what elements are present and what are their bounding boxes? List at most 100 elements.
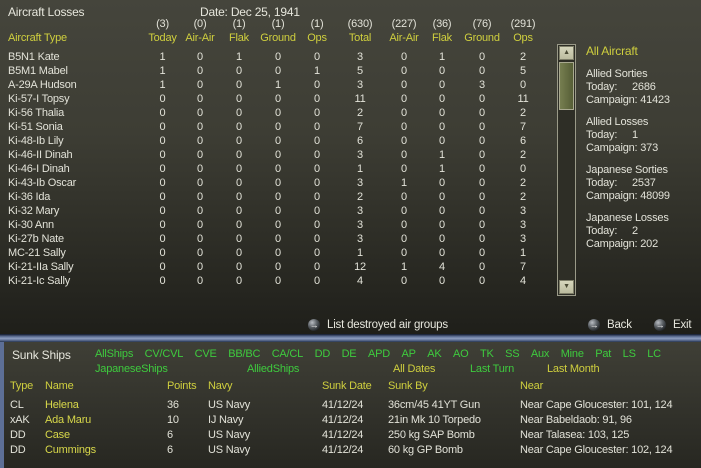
- aircraft-name: Ki-43-Ib Oscar: [8, 177, 77, 189]
- aircraft-name: Ki-56 Thalia: [8, 107, 65, 119]
- val-ground-campaign: 0: [479, 275, 485, 287]
- aircraft-row: Ki-51 Sonia 0 0 0 0 0 7 0 0 0 7: [0, 120, 545, 134]
- val-ops: 0: [314, 233, 320, 245]
- ship-name[interactable]: Case: [45, 429, 70, 441]
- ship-class-filter[interactable]: BB/BC: [228, 348, 261, 360]
- ship-sunk-date: 41/12/24: [322, 399, 364, 411]
- ship-class-filter[interactable]: CV/CVL: [144, 348, 184, 360]
- val-air-air: 0: [197, 107, 203, 119]
- aircraft-row: Ki-30 Ann 0 0 0 0 0 3 0 0 0 3: [0, 218, 545, 232]
- val-air-air-campaign: 0: [401, 219, 407, 231]
- ship-class-filter[interactable]: AP: [401, 348, 416, 360]
- ship-name[interactable]: Helena: [45, 399, 79, 411]
- filter-last-turn[interactable]: Last Turn: [470, 363, 515, 375]
- val-today: 0: [159, 275, 166, 287]
- scroll-down-icon[interactable]: ▼: [559, 280, 574, 294]
- scroll-up-icon[interactable]: ▲: [559, 46, 574, 60]
- stats-group: Japanese Sorties Today: 2537 Campaign: 48…: [586, 164, 698, 203]
- ship-class-filter[interactable]: AllShips: [95, 348, 134, 360]
- ship-row: CL Helena 36 US Navy 41/12/24 36cm/45 41…: [4, 398, 701, 413]
- filter-last-month[interactable]: Last Month: [547, 363, 600, 375]
- ship-type: DD: [10, 429, 26, 441]
- ship-class-filter[interactable]: Pat: [595, 348, 612, 360]
- val-total: 1: [357, 163, 363, 175]
- exit-button[interactable]: Exit: [654, 318, 692, 332]
- val-today: 0: [159, 107, 166, 119]
- aircraft-list-scrollbar[interactable]: ▲ ▼: [557, 44, 576, 296]
- ship-class-filter[interactable]: LC: [647, 348, 661, 360]
- aircraft-row: Ki-43-Ib Oscar 0 0 0 0 0 3 1 0 0 2: [0, 176, 545, 190]
- val-air-air: 0: [197, 191, 203, 203]
- count-today: (3): [156, 18, 169, 30]
- val-today: 0: [159, 93, 166, 105]
- ship-class-filter[interactable]: AO: [452, 348, 469, 360]
- val-ops: 0: [314, 121, 320, 133]
- val-flak-campaign: 0: [439, 135, 445, 147]
- val-total: 2: [357, 191, 363, 203]
- aircraft-name: Ki-46-I Dinah: [8, 163, 70, 175]
- ship-class-filter[interactable]: TK: [479, 348, 494, 360]
- aircraft-row: Ki-57-I Topsy 0 0 0 0 0 11 0 0 0 11: [0, 92, 545, 106]
- filter-allied-ships[interactable]: AlliedShips: [247, 363, 300, 375]
- aircraft-row: B5M1 Mabel 1 0 0 0 1 5 0 0 0 5: [0, 64, 545, 78]
- ship-points: 6: [167, 429, 173, 441]
- col-name: Name: [45, 380, 74, 392]
- count-flak-campaign: (36): [432, 18, 452, 30]
- val-ground: 0: [275, 275, 281, 287]
- val-flak: 0: [236, 79, 242, 91]
- ship-class-filter[interactable]: DE: [341, 348, 357, 360]
- val-air-air-campaign: 0: [401, 65, 407, 77]
- val-flak: 0: [236, 233, 242, 245]
- val-ops-campaign: 5: [520, 65, 526, 77]
- date-label: Date: Dec 25, 1941: [200, 5, 300, 19]
- ship-points: 6: [167, 444, 173, 456]
- val-total: 3: [357, 51, 363, 63]
- stats-group: Allied Sorties Today: 2686 Campaign: 4142…: [586, 68, 698, 107]
- ship-class-filter[interactable]: APD: [367, 348, 390, 360]
- col-type: Type: [10, 380, 34, 392]
- val-ground-campaign: 0: [479, 121, 485, 133]
- aircraft-row: Ki-46-II Dinah 0 0 0 0 0 3 0 1 0 2: [0, 148, 545, 162]
- today-value: 2537: [632, 177, 656, 189]
- arrow-icon: [654, 319, 666, 331]
- ship-row: DD Case 6 US Navy 41/12/24 250 kg SAP Bo…: [4, 428, 701, 443]
- list-destroyed-air-groups-button[interactable]: List destroyed air groups: [308, 318, 448, 332]
- ship-class-filter[interactable]: Mine: [560, 348, 584, 360]
- ship-class-filter[interactable]: LS: [622, 348, 636, 360]
- today-value: 2: [632, 225, 638, 237]
- campaign-label: Campaign:: [586, 190, 638, 202]
- stats-group-label: Allied Losses: [586, 116, 649, 128]
- scrollbar-thumb[interactable]: [559, 62, 574, 110]
- val-ground-campaign: 0: [479, 191, 485, 203]
- back-button[interactable]: Back: [588, 318, 632, 332]
- stats-group-label: Allied Sorties: [586, 68, 648, 80]
- val-total: 3: [357, 219, 363, 231]
- counts-row: (3) (0) (1) (1) (1) (630) (227) (36) (76…: [0, 18, 545, 31]
- val-flak-campaign: 0: [439, 219, 445, 231]
- count-ground: (1): [271, 18, 285, 30]
- ship-class-filter[interactable]: CA/CL: [271, 348, 304, 360]
- val-ops-campaign: 7: [520, 261, 526, 273]
- val-ground: 0: [275, 177, 281, 189]
- aircraft-row: Ki-21-IIa Sally 0 0 0 0 0 12 1 4 0 7: [0, 260, 545, 274]
- ship-name[interactable]: Ada Maru: [45, 414, 92, 426]
- ship-class-filter[interactable]: Aux: [530, 348, 550, 360]
- ship-sunk-date: 41/12/24: [322, 444, 364, 456]
- aircraft-row: Ki-32 Mary 0 0 0 0 0 3 0 0 0 3: [0, 204, 545, 218]
- ship-name[interactable]: Cummings: [45, 444, 96, 456]
- filter-all-dates[interactable]: All Dates: [393, 363, 436, 375]
- val-air-air: 0: [197, 219, 203, 231]
- ship-class-filter[interactable]: AK: [427, 348, 442, 360]
- ship-class-filter[interactable]: DD: [314, 348, 331, 360]
- filter-japanese-ships[interactable]: JapaneseShips: [95, 363, 168, 375]
- val-air-air: 0: [197, 205, 203, 217]
- stats-groups: Allied Sorties Today: 2686 Campaign: 4142…: [586, 68, 698, 251]
- val-total: 12: [354, 261, 366, 273]
- count-total: (630): [347, 18, 373, 30]
- ship-class-filter[interactable]: SS: [505, 348, 520, 360]
- ship-class-filter[interactable]: CVE: [194, 348, 217, 360]
- val-flak-campaign: 1: [439, 149, 445, 161]
- val-air-air-campaign: 0: [401, 79, 407, 91]
- val-flak-campaign: 0: [439, 121, 445, 133]
- aircraft-name: Ki-48-Ib Lily: [8, 135, 64, 147]
